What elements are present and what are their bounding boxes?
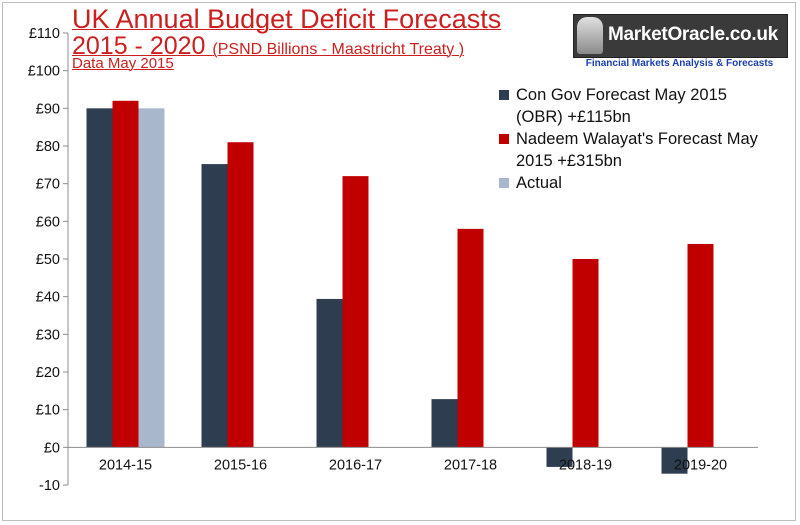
y-tick-label: £50 — [36, 252, 60, 268]
bar-con-gov-2019-20 — [661, 447, 688, 474]
logo-brand-text: MarketOracle.co.uk — [608, 24, 778, 45]
chart-legend: Con Gov Forecast May 2015 (OBR) +£115bn … — [499, 84, 789, 194]
y-tick-label: -10 — [39, 478, 60, 494]
legend-label-con-gov-line2: (OBR) +£115bn — [516, 108, 631, 126]
legend-label-actual: Actual — [516, 174, 562, 192]
legend-item-con-gov: Con Gov Forecast May 2015 (OBR) +£115bn — [499, 84, 789, 128]
x-tick-label: 2015-16 — [214, 457, 267, 473]
oracle-figure-icon — [577, 17, 603, 54]
bar-nadeem-2019-20 — [687, 243, 714, 448]
legend-swatch-nadeem — [499, 134, 509, 144]
legend-swatch-actual — [499, 178, 509, 188]
legend-label-nadeem-line1: Nadeem Walayat's Forecast May — [516, 130, 758, 148]
y-tick-label: £90 — [36, 101, 60, 117]
logo-banner: MarketOracle.co.uk — [573, 14, 788, 58]
bar-con-gov-2017-18 — [431, 399, 458, 448]
legend-item-nadeem: Nadeem Walayat's Forecast May 2015 +£315… — [499, 128, 789, 172]
bar-nadeem-2017-18 — [457, 228, 484, 448]
bar-con-gov-2016-17 — [316, 298, 343, 448]
bar-con-gov-2014-15 — [86, 108, 113, 448]
y-tick-label: £30 — [36, 327, 60, 343]
x-tick-label: 2017-18 — [444, 457, 497, 473]
y-tick-label: £70 — [36, 177, 60, 193]
bar-con-gov-2018-19 — [546, 447, 573, 467]
chart-subtitle: Data May 2015 — [72, 55, 174, 72]
logo-tagline: Financial Markets Analysis & Forecasts — [585, 58, 774, 69]
title-units-text: (PSND Billions - Maastricht Treaty ) — [212, 41, 465, 58]
y-tick-label: £40 — [36, 290, 60, 306]
bar-nadeem-2014-15 — [112, 100, 139, 448]
legend-swatch-con-gov — [499, 90, 509, 100]
chart-title: UK Annual Budget Deficit Forecasts — [72, 4, 502, 34]
y-tick-label: £20 — [36, 365, 60, 381]
bar-nadeem-2015-16 — [227, 142, 254, 448]
bar-nadeem-2016-17 — [342, 176, 369, 448]
y-tick-label: £10 — [36, 403, 60, 419]
x-tick-label: 2018-19 — [559, 457, 612, 473]
legend-item-actual: Actual — [499, 172, 789, 194]
market-oracle-logo[interactable]: MarketOracle.co.uk Financial Markets Ana… — [573, 14, 788, 71]
legend-label-nadeem-line2: 2015 +£315bn — [516, 152, 622, 170]
chart-title-years: 2015 - 2020 (PSND Billions - Maastricht … — [72, 32, 464, 61]
y-tick-label: £60 — [36, 214, 60, 230]
legend-label-con-gov-line1: Con Gov Forecast May 2015 — [516, 86, 727, 104]
y-tick-label: £100 — [28, 64, 60, 80]
y-tick-label: £110 — [29, 26, 60, 42]
title-years-text: 2015 - 2020 — [72, 32, 206, 60]
x-tick-label: 2016-17 — [329, 457, 382, 473]
x-tick-label: 2014-15 — [99, 457, 152, 473]
y-tick-label: £0 — [44, 440, 60, 456]
bar-actual-2014-15 — [138, 108, 165, 448]
bar-con-gov-2015-16 — [201, 164, 228, 448]
y-tick-label: £80 — [36, 139, 60, 155]
bar-nadeem-2018-19 — [572, 259, 599, 448]
x-tick-label: 2019-20 — [674, 457, 727, 473]
